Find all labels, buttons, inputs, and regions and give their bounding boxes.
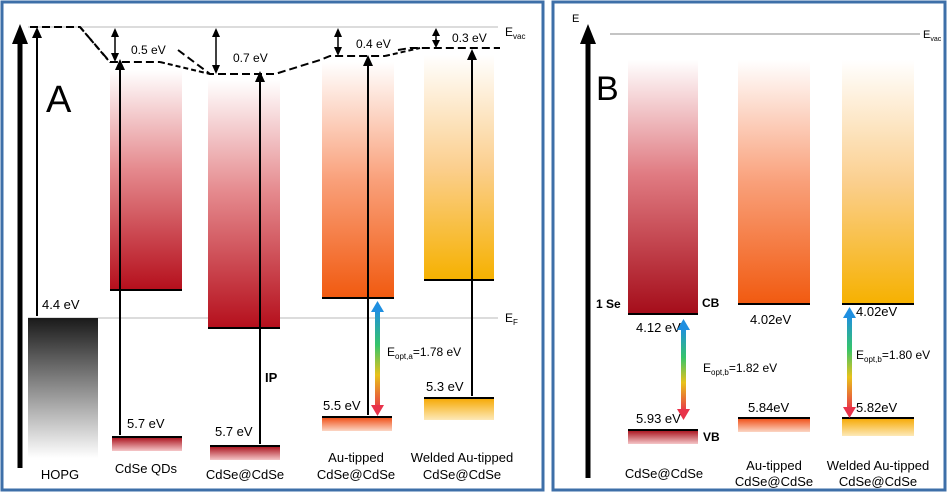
- panel-a: Evac EF 4.4 eV 0.5 eV 0.7 eV 0.4 eV: [0, 0, 545, 492]
- panel-b-evac-label: Evac: [923, 29, 942, 43]
- cc-valence-band: [210, 446, 280, 460]
- panel-a-vacuum-slope-1: [79, 26, 109, 61]
- panel-a-evac-label: Evac: [505, 25, 525, 41]
- b-welded-valence-band: [842, 418, 914, 436]
- panel-b: E Evac B 1 Se CB VB 4.12 eV 5.93 eV Eopt…: [551, 0, 947, 492]
- b-cc-valence-band: [628, 430, 698, 444]
- label-welded: Welded Au-tipped: [411, 450, 513, 465]
- b-1se-label: 1 Se: [596, 297, 621, 311]
- label-hopg: HOPG: [41, 467, 79, 482]
- label-welded-2: CdSe@CdSe: [423, 467, 501, 482]
- b-label-cdse-at-cdse: CdSe@CdSe: [625, 466, 703, 481]
- panel-a-ef-label: EF: [505, 311, 518, 327]
- qd-conduction-band: [110, 70, 182, 290]
- welded-conduction-band: [424, 55, 494, 280]
- b-welded-optical-arrow: [847, 316, 852, 410]
- b-cb-label: CB: [702, 296, 720, 310]
- panel-a-axis-arrowhead: [12, 24, 28, 44]
- au-optical-arrowhead-up: [371, 301, 384, 312]
- qd-valence-band: [112, 437, 182, 451]
- b-welded-conduction-band: [842, 60, 914, 304]
- b-welded-vb-value: 5.82eV: [856, 400, 898, 415]
- b-label-welded-2: CdSe@CdSe: [839, 474, 917, 489]
- au-conduction-band: [322, 62, 394, 298]
- label-cdse-qds: CdSe QDs: [115, 461, 178, 476]
- offset-arrow-au: [334, 28, 342, 56]
- offset-arrow-welded: [432, 28, 440, 48]
- au-ip-arrowhead: [363, 55, 373, 66]
- panel-b-axis-arrowhead: [580, 24, 596, 44]
- au-vb-value: 5.5 eV: [323, 398, 361, 413]
- cc-ip-arrowhead: [255, 71, 265, 82]
- label-cdse-at-cdse: CdSe@CdSe: [206, 467, 284, 482]
- b-au-vb-value: 5.84eV: [748, 400, 790, 415]
- b-au-cb-value: 4.02eV: [750, 312, 792, 327]
- b-label-welded: Welded Au-tipped: [827, 458, 929, 473]
- welded-ip-arrowhead: [467, 49, 477, 60]
- b-label-au-tipped-2: CdSe@CdSe: [735, 474, 813, 489]
- b-cc-conduction-band: [628, 60, 698, 314]
- welded-vb-value: 5.3 eV: [426, 379, 464, 394]
- eopt-a-label: Eopt,a=1.78 eV: [387, 345, 461, 361]
- b-cc-cb-value: 4.12 eV: [636, 320, 681, 335]
- cc-conduction-band: [208, 80, 280, 328]
- ip-label: IP: [265, 370, 278, 385]
- panel-b-letter: B: [596, 70, 619, 108]
- panel-b-axis-label: E: [572, 13, 579, 25]
- b-welded-optical-arrowhead-up: [843, 307, 856, 318]
- panel-a-vacuum-slope-3: [384, 47, 421, 57]
- hopg-value: 4.4 eV: [42, 297, 80, 312]
- b-cc-vb-value: 5.93 eV: [636, 411, 681, 426]
- offset-welded: 0.3 eV: [452, 31, 487, 45]
- b-label-au-tipped: Au-tipped: [746, 458, 802, 473]
- qd-ip-arrowhead: [115, 59, 125, 70]
- au-optical-arrow: [375, 310, 380, 410]
- hopg-block: [28, 318, 98, 458]
- b-welded-optical-arrowhead-down: [843, 407, 856, 418]
- b-eopt-2-label: Eopt,b=1.80 eV: [856, 348, 930, 364]
- b-au-valence-band: [738, 418, 810, 432]
- panel-a-letter: A: [46, 79, 72, 121]
- offset-au: 0.4 eV: [356, 37, 391, 51]
- au-valence-band: [322, 417, 392, 431]
- qd-vb-value: 5.7 eV: [127, 416, 165, 431]
- cc-vb-value: 5.7 eV: [215, 424, 253, 439]
- b-vb-label: VB: [703, 430, 720, 444]
- panel-a-vacuum-slope-2: [159, 61, 211, 75]
- label-au-tipped-2: CdSe@CdSe: [317, 467, 395, 482]
- b-cc-optical-arrow: [681, 328, 686, 412]
- offset-arrow-cc: [212, 28, 220, 74]
- hopg-arrowhead: [32, 27, 42, 38]
- panel-a-vacuum-level-path: [30, 26, 500, 75]
- welded-valence-band: [424, 398, 494, 420]
- offset-qd: 0.5 eV: [131, 43, 166, 57]
- b-au-conduction-band: [738, 60, 810, 304]
- b-eopt-1-label: Eopt,b=1.82 eV: [703, 361, 777, 377]
- label-au-tipped: Au-tipped: [328, 450, 384, 465]
- au-optical-arrowhead-down: [371, 405, 384, 416]
- offset-arrow-qd: [111, 28, 119, 62]
- b-welded-cb-value: 4.02eV: [856, 304, 898, 319]
- offset-cc: 0.7 eV: [233, 51, 268, 65]
- b-cc-optical-arrowhead-down: [677, 409, 690, 420]
- b-cc-optical-arrowhead-up: [677, 319, 690, 330]
